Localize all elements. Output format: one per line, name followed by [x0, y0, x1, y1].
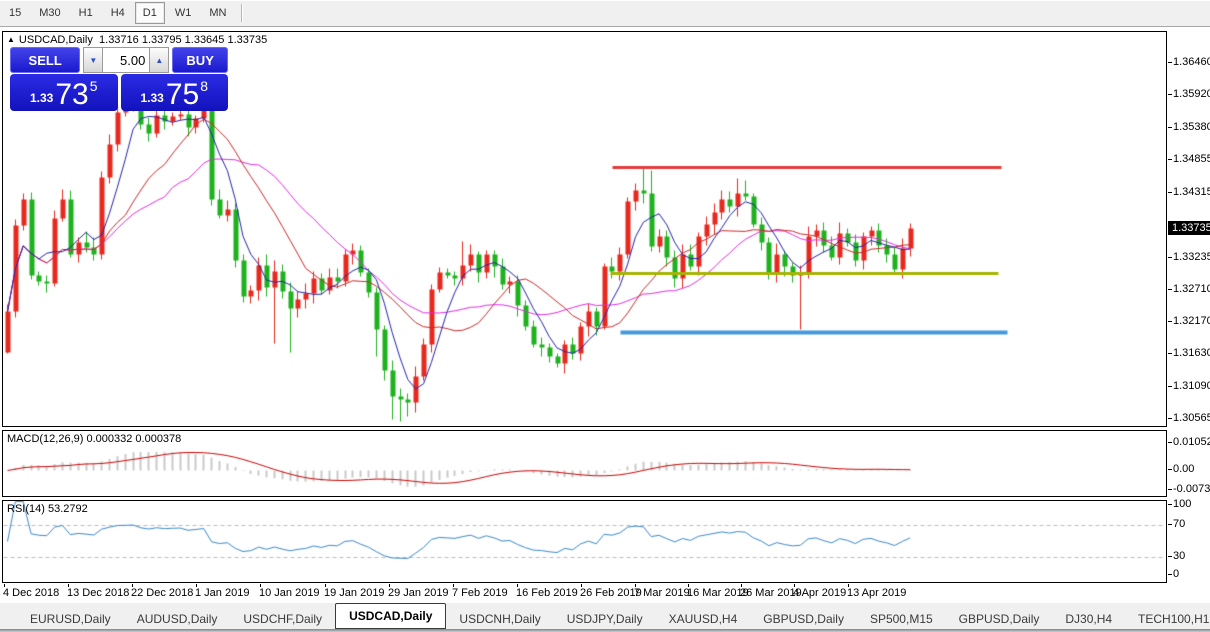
rsi-label: RSI(14) 53.2792 [7, 503, 88, 515]
date-tick [635, 584, 636, 587]
price-axis-label: 1.35380 [1168, 121, 1210, 133]
price-axis-label: 1.32710 [1168, 283, 1210, 295]
chart-tab-sp500-8[interactable]: SP500,M15 [869, 611, 933, 626]
date-axis-label: 19 Jan 2019 [324, 587, 385, 599]
date-tick [517, 584, 518, 587]
price-axis-label: 1.36460 [1168, 56, 1210, 68]
volume-input[interactable] [103, 47, 150, 73]
date-tick [132, 584, 133, 587]
timeframe-button-h1[interactable]: H1 [78, 7, 93, 19]
macd-axis-label: -0.0073 [1167, 483, 1210, 495]
timeframe-button-w1[interactable]: W1 [174, 7, 192, 19]
chart-tab-usdcnh-4[interactable]: USDCNH,Daily [459, 611, 541, 626]
price-axis-label: 1.33235 [1168, 251, 1210, 263]
macd-axis-label: 0.010525 [1168, 436, 1210, 448]
timeframe-button-h4[interactable]: H4 [110, 7, 125, 19]
date-tick [4, 584, 5, 587]
current-price-badge: 1.33735 [1168, 221, 1210, 235]
rsi-canvas[interactable] [3, 501, 1166, 582]
timeframe-button-d1[interactable]: D1 [134, 2, 165, 24]
date-axis-label: 1 Jan 2019 [195, 587, 250, 599]
buy-button[interactable]: BUY [172, 47, 228, 73]
symbol-marker-icon: ▲ [7, 35, 15, 44]
date-tick [325, 584, 326, 587]
macd-indicator-pane: MACD(12,26,9) 0.000332 0.000378 [2, 430, 1167, 497]
price-axis-label: 1.32170 [1168, 315, 1210, 327]
date-axis-label: 4 Apr 2019 [793, 587, 847, 599]
price-axis-label: 1.35920 [1168, 88, 1210, 100]
chart-tab-audusd-1[interactable]: AUDUSD,Daily [136, 611, 218, 626]
rsi-axis-label: 0 [1167, 568, 1180, 580]
volume-stepper: ▼ ▲ [83, 47, 170, 73]
date-tick [453, 584, 454, 587]
buy-price-display[interactable]: 1.33 75 8 [120, 74, 228, 111]
date-axis-label: 26 Mar 2019 [740, 587, 802, 599]
rsi-indicator-pane: RSI(14) 53.2792 [2, 500, 1167, 583]
sell-price-display[interactable]: 1.33 73 5 [10, 74, 118, 111]
chart-tab-usdjpy-5[interactable]: USDJPY,Daily [566, 611, 643, 626]
date-axis-label: 26 Feb 2019 [580, 587, 642, 599]
rsi-axis-label: 70 [1167, 518, 1186, 530]
status-bar-edge [0, 629, 1210, 632]
price-axis-label: 1.31630 [1168, 347, 1210, 359]
price-axis-label: 1.34855 [1168, 153, 1210, 165]
chart-tab-usdcad-3[interactable]: USDCAD,Daily [335, 603, 447, 629]
date-axis-label: 4 Dec 2018 [3, 587, 60, 599]
rsi-axis-label: 30 [1167, 550, 1186, 562]
date-axis-label: 7 Feb 2019 [452, 587, 508, 599]
chart-tab-tech100-11[interactable]: TECH100,H1 [1138, 611, 1210, 626]
date-axis-label: 10 Jan 2019 [259, 587, 320, 599]
macd-label: MACD(12,26,9) 0.000332 0.000378 [7, 433, 182, 445]
date-tick [688, 584, 689, 587]
date-tick [794, 584, 795, 587]
chart-tab-xauusd-6[interactable]: XAUUSD,H4 [668, 611, 738, 626]
timeframe-button-15[interactable]: 15 [9, 7, 22, 19]
price-axis-label: 1.34315 [1168, 186, 1210, 198]
chart-symbol-label: USDCAD,Daily [18, 34, 93, 46]
date-tick [848, 584, 849, 587]
timeframe-toolbar: 15 M30 H1 H4 D1 W1 MN [0, 0, 1210, 27]
timeframe-button-mn[interactable]: MN [209, 7, 227, 19]
toolbar-separator [241, 4, 243, 22]
date-tick [196, 584, 197, 587]
price-axis-label: 1.31090 [1168, 380, 1210, 392]
chart-tab-bar: EURUSD,Daily AUDUSD,Daily USDCHF,Daily USDC… [0, 603, 1210, 629]
chart-tab-gbpusd-9[interactable]: GBPUSD,Daily [958, 611, 1040, 626]
macd-canvas[interactable] [3, 431, 1166, 496]
date-axis-label: 7 Mar 2019 [634, 587, 690, 599]
chart-tab-dj30-10[interactable]: DJ30,H4 [1065, 611, 1113, 626]
volume-increase-icon[interactable]: ▲ [149, 47, 170, 73]
date-axis-label: 13 Dec 2018 [67, 587, 130, 599]
price-axis-label: 1.30565 [1168, 412, 1210, 424]
macd-axis-label: 0.00 [1167, 463, 1195, 475]
date-axis-label: 13 Apr 2019 [847, 587, 907, 599]
date-tick [581, 584, 582, 587]
price-chart-pane: ▲ USDCAD,Daily 1.33716 1.33795 1.33645 1.… [2, 31, 1167, 427]
date-axis-label: 16 Feb 2019 [516, 587, 578, 599]
date-tick [260, 584, 261, 587]
chart-tab-eurusd-0[interactable]: EURUSD,Daily [30, 611, 111, 626]
date-axis-label: 16 Mar 2019 [687, 587, 749, 599]
volume-decrease-icon[interactable]: ▼ [83, 47, 104, 73]
rsi-axis-label: 100 [1167, 498, 1192, 510]
sell-button[interactable]: SELL [10, 47, 81, 73]
date-tick [741, 584, 742, 587]
chart-ohlc-values: 1.33716 1.33795 1.33645 1.33735 [99, 34, 268, 46]
timeframe-button-m30[interactable]: M30 [39, 7, 61, 19]
date-tick [389, 584, 390, 587]
date-tick [68, 584, 69, 587]
date-axis-label: 22 Dec 2018 [131, 587, 194, 599]
chart-tab-usdchf-2[interactable]: USDCHF,Daily [243, 611, 323, 626]
chart-title: ▲ USDCAD,Daily 1.33716 1.33795 1.33645 1.… [7, 34, 267, 46]
date-axis[interactable]: 4 Dec 2018 13 Dec 2018 22 Dec 2018 1 Jan 20… [2, 584, 1167, 600]
price-axis[interactable]: 1.36460 1.35920 1.35380 1.34855 1.34315 1.332… [1167, 0, 1210, 632]
chart-tab-gbpusd-7[interactable]: GBPUSD,Daily [763, 611, 844, 626]
date-axis-label: 29 Jan 2019 [388, 587, 449, 599]
